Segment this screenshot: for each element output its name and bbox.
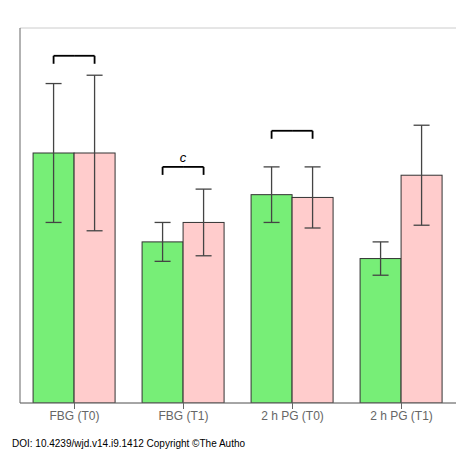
html-text:DOI: 10.4239/wjd.v14.i9.1412 C: DOI: 10.4239/wjd.v14.i9.1412 Copyright ©… xyxy=(12,438,246,449)
svg-text:2 h PG (T1): 2 h PG (T1) xyxy=(370,409,433,423)
svg-text:c: c xyxy=(180,150,187,165)
svg-text:FBG (T0): FBG (T0) xyxy=(50,409,100,423)
svg-text:2 h PG (T0): 2 h PG (T0) xyxy=(261,409,324,423)
svg-text:FBG (T1): FBG (T1) xyxy=(159,409,209,423)
